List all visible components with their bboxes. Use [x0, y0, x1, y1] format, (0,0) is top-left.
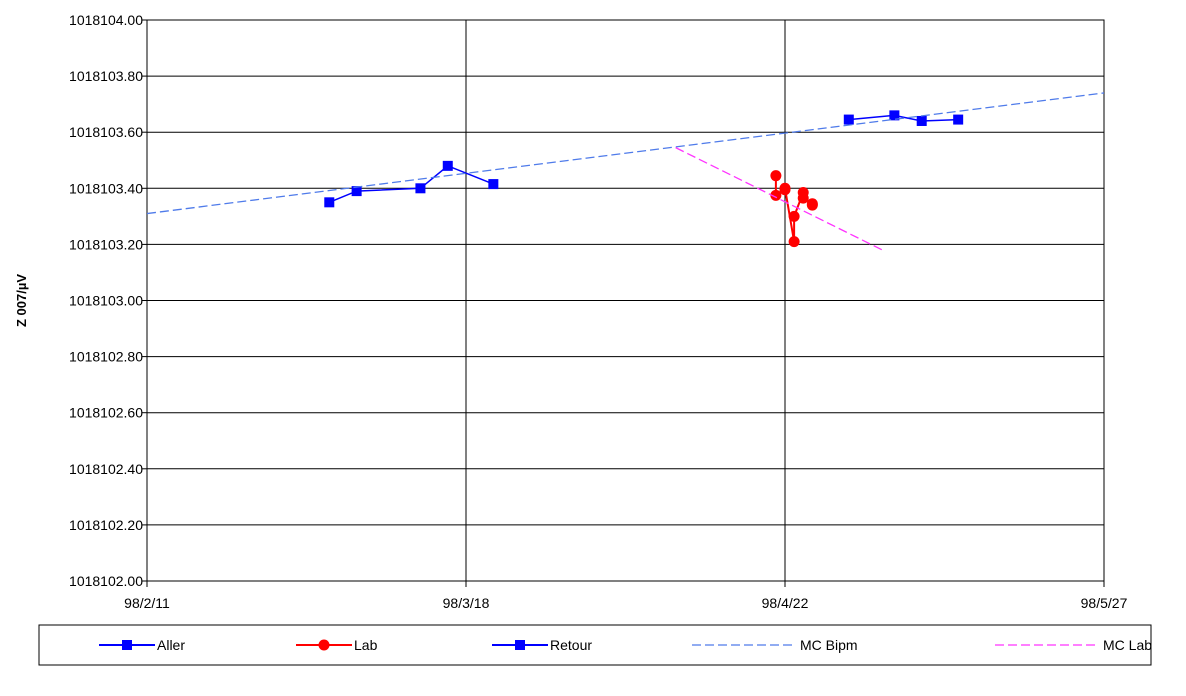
legend [38, 624, 1152, 666]
series-mc-lab [675, 147, 886, 252]
legend-entry-mc-lab: MC Lab [995, 637, 1152, 653]
y-axis-label: Z 007/µV [14, 274, 29, 327]
legend-label-aller: Aller [157, 637, 185, 653]
x-tick-label: 98/4/22 [762, 595, 809, 611]
series-mc-bipm [146, 92, 1105, 215]
data-point-aller [351, 186, 362, 197]
y-tick-label: 1018102.40 [69, 461, 143, 477]
legend-marker-retour [515, 640, 525, 650]
data-point-retour [843, 114, 854, 125]
data-point-aller [488, 179, 499, 190]
legend-label-mc-bipm: MC Bipm [800, 637, 858, 653]
legend-label-lab: Lab [354, 637, 378, 653]
series-line-mc-lab [675, 147, 886, 252]
series-line-aller [329, 164, 494, 204]
data-point-lab [788, 210, 800, 222]
data-point-lab [806, 199, 818, 211]
y-tick-label: 1018102.80 [69, 349, 143, 365]
series-line-mc-bipm [146, 92, 1105, 215]
legend-entries: Aller Lab Retour MC Bipm MC Lab [99, 637, 1152, 653]
legend-entry-aller: Aller [99, 637, 185, 653]
y-tick-label: 1018103.60 [69, 124, 143, 140]
y-tick-label: 1018103.80 [69, 68, 143, 84]
legend-entry-mc-bipm: MC Bipm [692, 637, 858, 653]
data-point-aller [442, 160, 453, 171]
y-tick-label: 1018103.40 [69, 180, 143, 196]
data-point-retour [889, 110, 900, 121]
y-tick-label: 1018103.00 [69, 293, 143, 309]
data-point-lab [779, 182, 791, 194]
grid-layer [147, 19, 1104, 582]
legend-entry-retour: Retour [492, 637, 592, 653]
legend-entry-lab: Lab [296, 637, 378, 653]
series-aller [324, 160, 499, 208]
data-point-lab [788, 236, 800, 248]
x-tick-label: 98/5/27 [1081, 595, 1128, 611]
data-point-aller [415, 183, 426, 194]
x-tick-label: 98/3/18 [443, 595, 490, 611]
series-lab [770, 170, 818, 248]
data-point-lab [770, 170, 782, 182]
legend-marker-aller [122, 640, 132, 650]
legend-marker-lab [318, 639, 330, 651]
x-axis-ticks: 98/2/11 98/3/18 98/4/22 98/5/27 [124, 581, 1128, 611]
y-tick-label: 1018104.00 [69, 12, 143, 28]
legend-label-retour: Retour [550, 637, 592, 653]
data-point-lab [797, 192, 809, 204]
y-tick-label: 1018102.00 [69, 573, 143, 589]
series-layer [146, 92, 1105, 252]
y-tick-label: 1018103.20 [69, 236, 143, 252]
data-point-retour [953, 114, 964, 125]
x-tick-label: 98/2/11 [124, 595, 170, 611]
data-point-lab [770, 189, 782, 201]
series-retour [843, 110, 964, 126]
legend-label-mc-lab: MC Lab [1103, 637, 1152, 653]
series-line-retour [848, 114, 959, 122]
data-point-retour [916, 115, 927, 126]
y-axis-ticks: 1018102.00 1018102.20 1018102.40 1018102.60… [69, 12, 147, 589]
y-tick-label: 1018102.60 [69, 405, 143, 421]
data-point-aller [324, 197, 335, 208]
y-tick-label: 1018102.20 [69, 517, 143, 533]
